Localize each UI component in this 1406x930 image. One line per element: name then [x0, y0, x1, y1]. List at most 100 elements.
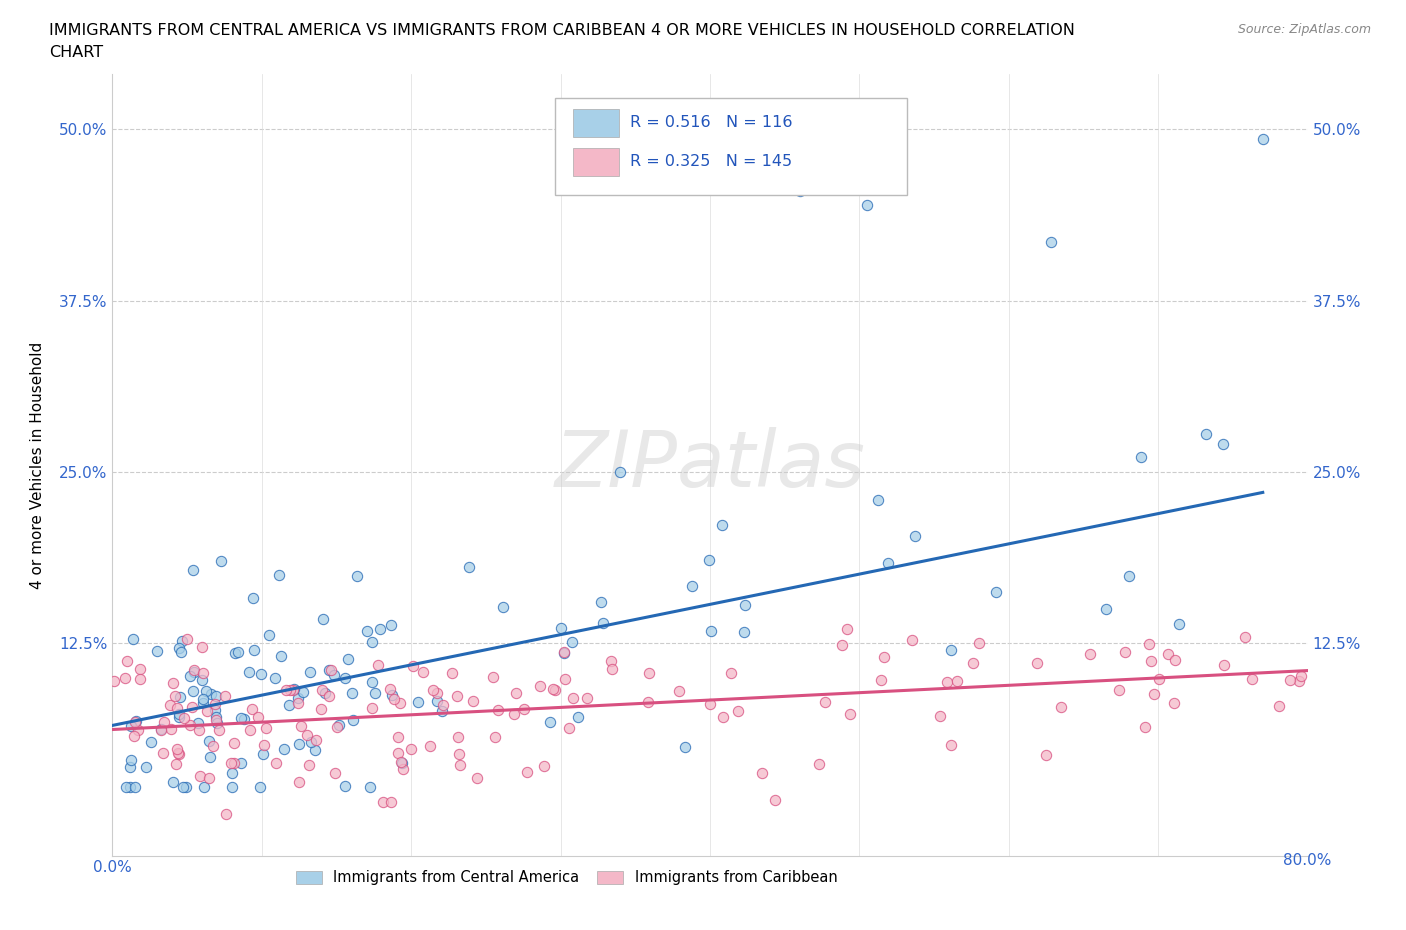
Point — [323, 668, 346, 683]
Point — [152, 746, 174, 761]
Point — [173, 711, 195, 725]
Point — [281, 683, 304, 698]
Point — [553, 644, 575, 659]
Point — [869, 672, 891, 687]
Point — [243, 643, 266, 658]
Point — [174, 779, 197, 794]
Point — [877, 555, 900, 570]
Point — [361, 700, 384, 715]
Point — [562, 690, 585, 705]
Point — [194, 684, 217, 698]
Point — [166, 741, 188, 756]
Point — [170, 644, 193, 659]
Point — [576, 691, 599, 706]
Point — [356, 623, 378, 638]
Point — [346, 568, 368, 583]
Point — [240, 701, 263, 716]
Point — [215, 807, 238, 822]
Point — [323, 766, 346, 781]
Point — [440, 666, 463, 681]
Point — [333, 778, 356, 793]
Point — [229, 711, 252, 725]
Point — [273, 741, 295, 756]
Point — [205, 712, 228, 727]
Point — [544, 683, 567, 698]
FancyBboxPatch shape — [554, 98, 907, 195]
Point — [295, 728, 318, 743]
Point — [789, 183, 811, 198]
Point — [720, 666, 742, 681]
Point — [391, 755, 413, 770]
Point — [290, 719, 312, 734]
Point — [432, 703, 454, 718]
Point — [751, 766, 773, 781]
Point — [368, 621, 391, 636]
Point — [361, 674, 384, 689]
FancyBboxPatch shape — [572, 148, 619, 176]
Point — [169, 689, 191, 704]
Point — [115, 779, 138, 794]
Point — [432, 698, 454, 712]
Text: IMMIGRANTS FROM CENTRAL AMERICA VS IMMIGRANTS FROM CARIBBEAN 4 OR MORE VEHICLES : IMMIGRANTS FROM CENTRAL AMERICA VS IMMIG… — [49, 23, 1076, 38]
Point — [304, 743, 326, 758]
Point — [198, 734, 221, 749]
Point — [198, 770, 221, 785]
Point — [446, 689, 468, 704]
Point — [312, 611, 335, 626]
Point — [1168, 617, 1191, 631]
Point — [1143, 687, 1166, 702]
Point — [697, 552, 720, 567]
Point — [600, 661, 623, 676]
Point — [205, 710, 228, 724]
Point — [1240, 671, 1263, 686]
Point — [264, 671, 287, 685]
Point — [592, 615, 614, 630]
Point — [288, 775, 311, 790]
Point — [336, 652, 359, 667]
Point — [208, 723, 231, 737]
Point — [1213, 658, 1236, 672]
Point — [491, 599, 513, 614]
Point — [412, 664, 434, 679]
Point — [287, 737, 309, 751]
Point — [946, 673, 969, 688]
Point — [367, 658, 389, 672]
Point — [1195, 427, 1218, 442]
Point — [314, 685, 336, 700]
Point — [1288, 673, 1310, 688]
Point — [638, 665, 661, 680]
Point — [482, 670, 505, 684]
Point — [380, 681, 402, 696]
Point — [124, 715, 146, 730]
Point — [380, 618, 402, 632]
Point — [422, 683, 444, 698]
Point — [221, 779, 243, 794]
Point — [342, 712, 364, 727]
Point — [1025, 655, 1047, 670]
Point — [484, 729, 506, 744]
Point — [188, 722, 211, 737]
FancyBboxPatch shape — [572, 109, 619, 137]
Point — [162, 775, 184, 790]
Point — [204, 697, 226, 711]
Point — [283, 682, 305, 697]
Point — [264, 755, 287, 770]
Point — [637, 694, 659, 709]
Point — [1039, 234, 1062, 249]
Point — [165, 757, 187, 772]
Point — [1108, 683, 1130, 698]
Point — [1156, 646, 1178, 661]
Point — [169, 710, 191, 724]
Point — [318, 689, 340, 704]
Point — [129, 671, 152, 686]
Point — [516, 765, 538, 780]
Point — [335, 671, 357, 685]
Point — [114, 671, 136, 685]
Point — [967, 636, 990, 651]
Point — [145, 644, 167, 658]
Point — [939, 643, 962, 658]
Point — [449, 746, 471, 761]
Point — [872, 649, 894, 664]
Point — [141, 735, 163, 750]
Point — [292, 684, 315, 699]
